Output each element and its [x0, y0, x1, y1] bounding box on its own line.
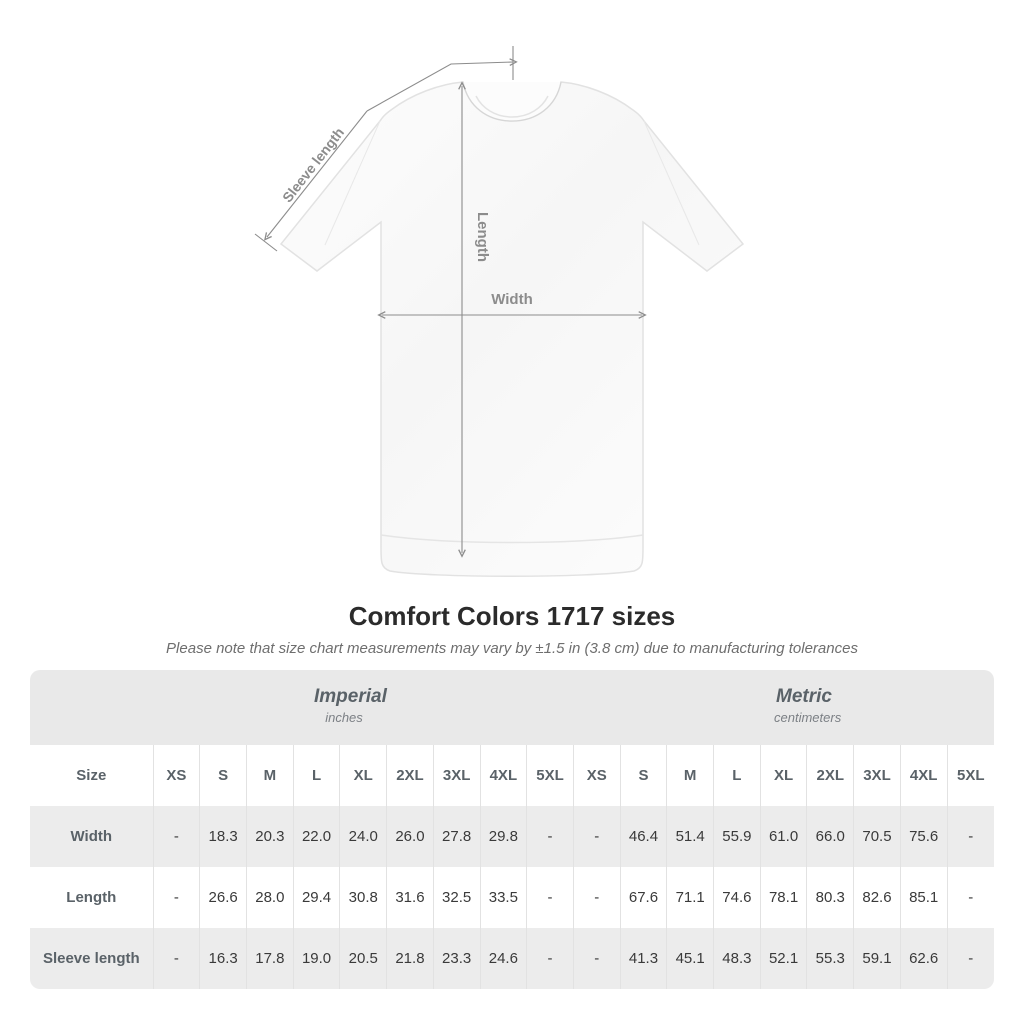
svg-text:Length: Length [474, 212, 491, 262]
svg-text:Width: Width [491, 291, 533, 308]
